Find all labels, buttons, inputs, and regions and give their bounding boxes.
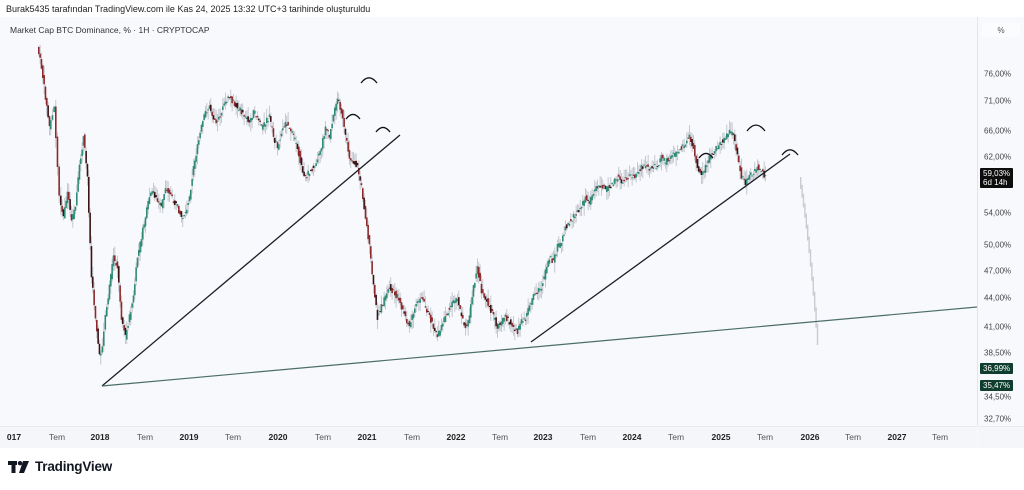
peak-arc-annotation[interactable]	[746, 124, 766, 132]
time-label-year: 2027	[887, 432, 907, 442]
time-label-year: 2022	[446, 432, 466, 442]
peak-arc-annotation[interactable]	[781, 149, 799, 156]
time-label-year: 2024	[622, 432, 642, 442]
level-price-badge: 35,47%	[980, 380, 1014, 391]
time-label-year: 2019	[179, 432, 199, 442]
peak-arc-annotation[interactable]	[375, 126, 391, 133]
badge-value: 35,47%	[983, 381, 1011, 390]
chart-frame: Market Cap BTC Dominance, % · 1H · CRYPT…	[0, 17, 1024, 448]
time-label-year: 2021	[357, 432, 377, 442]
price-tick: 34,50%	[984, 392, 1012, 402]
peak-arc-annotation[interactable]	[360, 77, 378, 84]
time-axis[interactable]: 017 Tem 2018 Tem 2019 Tem 2020 Tem 2021 Tem 2022 Te…	[0, 426, 977, 448]
price-tick: 71,00%	[984, 96, 1012, 106]
time-label-month: Tem	[491, 432, 509, 442]
time-label-month: Tem	[136, 432, 154, 442]
time-label-month: Tem	[48, 432, 66, 442]
chart-caption: Burak5435 tarafından TradingView.com ile…	[6, 4, 371, 14]
price-axis[interactable]: % 76,00% 71,00% 66,00% 62,00% 54,00% 50,00% 47…	[978, 17, 1024, 426]
time-label-year: 2026	[800, 432, 820, 442]
tradingview-logo-icon	[8, 460, 29, 473]
price-tick: 76,00%	[984, 69, 1012, 79]
peak-arc-annotation[interactable]	[698, 152, 714, 159]
time-label-year: 017	[6, 432, 22, 442]
tradingview-logo: TradingView	[8, 459, 112, 474]
time-label-month: Tem	[403, 432, 421, 442]
time-label-year: 2020	[268, 432, 288, 442]
badge-countdown: 6d 14h	[983, 178, 1008, 187]
price-tick: 54,00%	[984, 208, 1012, 218]
time-label-month: Tem	[224, 432, 242, 442]
price-tick: 44,00%	[984, 293, 1012, 303]
price-tick: 50,00%	[984, 240, 1012, 250]
plot-area[interactable]: Market Cap BTC Dominance, % · 1H · CRYPT…	[0, 17, 978, 426]
price-tick: 38,50%	[984, 348, 1012, 358]
badge-value: 36,99%	[983, 364, 1011, 373]
time-label-year: 2023	[533, 432, 553, 442]
time-label-month: Tem	[314, 432, 332, 442]
time-label-month: Tem	[844, 432, 862, 442]
percent-scale-button[interactable]: %	[982, 23, 1020, 37]
time-label-month: Tem	[756, 432, 774, 442]
price-tick: 47,00%	[984, 266, 1012, 276]
time-label-month: Tem	[667, 432, 685, 442]
badge-value: 59,03%	[983, 169, 1011, 178]
price-tick: 32,70%	[984, 414, 1012, 424]
axis-corner	[978, 426, 1024, 448]
tradingview-brand-text: TradingView	[35, 459, 113, 474]
current-price-badge: 59,03% 6d 14h	[980, 168, 1014, 188]
symbol-legend[interactable]: Market Cap BTC Dominance, % · 1H · CRYPT…	[10, 25, 210, 35]
price-tick: 62,00%	[984, 152, 1012, 162]
level-price-badge: 36,99%	[980, 363, 1014, 374]
peak-arc-annotation[interactable]	[345, 113, 361, 120]
candlestick-chart[interactable]	[0, 17, 977, 426]
price-tick: 41,00%	[984, 322, 1012, 332]
time-label-year: 2018	[90, 432, 110, 442]
time-label-month: Tem	[931, 432, 949, 442]
time-label-month: Tem	[579, 432, 597, 442]
price-tick: 66,00%	[984, 126, 1012, 136]
time-label-year: 2025	[711, 432, 731, 442]
